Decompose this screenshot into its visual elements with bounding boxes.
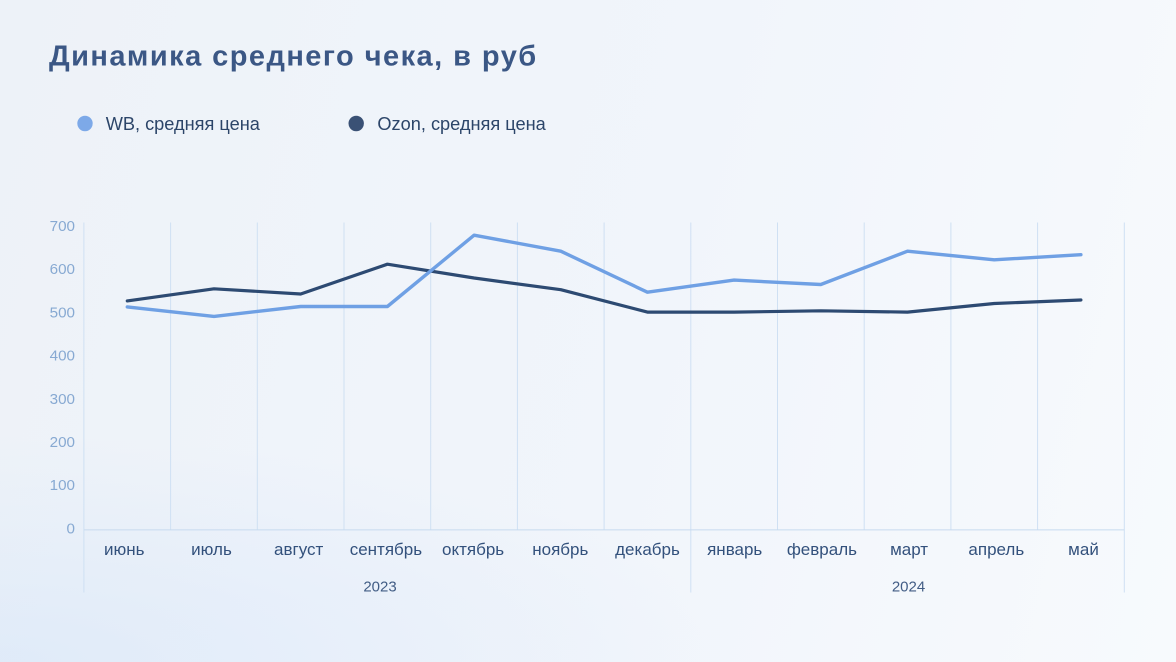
svg-text:200: 200 (50, 434, 75, 451)
svg-text:400: 400 (50, 348, 75, 365)
svg-text:март: март (890, 540, 928, 559)
svg-text:февраль: февраль (787, 540, 857, 559)
svg-text:Динамика среднего чека, в руб: Динамика среднего чека, в руб (49, 41, 538, 73)
svg-text:2024: 2024 (892, 579, 925, 596)
svg-text:300: 300 (50, 391, 75, 408)
svg-text:декабрь: декабрь (615, 540, 680, 559)
svg-text:500: 500 (50, 304, 75, 321)
svg-text:октябрь: октябрь (442, 540, 504, 559)
svg-text:700: 700 (50, 218, 75, 235)
svg-text:100: 100 (50, 477, 75, 494)
svg-text:0: 0 (67, 520, 75, 537)
svg-text:апрель: апрель (968, 540, 1024, 559)
svg-text:сентябрь: сентябрь (350, 540, 423, 559)
svg-text:600: 600 (50, 261, 75, 278)
svg-text:август: август (274, 540, 323, 559)
svg-text:январь: январь (707, 540, 762, 559)
svg-text:июнь: июнь (104, 540, 145, 559)
svg-text:Ozon, средняя цена: Ozon, средняя цена (377, 114, 546, 134)
svg-text:июль: июль (191, 540, 232, 559)
svg-text:ноябрь: ноябрь (532, 540, 588, 559)
svg-text:май: май (1068, 540, 1099, 559)
svg-text:WB, средняя цена: WB, средняя цена (106, 114, 261, 134)
svg-text:2023: 2023 (363, 579, 396, 596)
